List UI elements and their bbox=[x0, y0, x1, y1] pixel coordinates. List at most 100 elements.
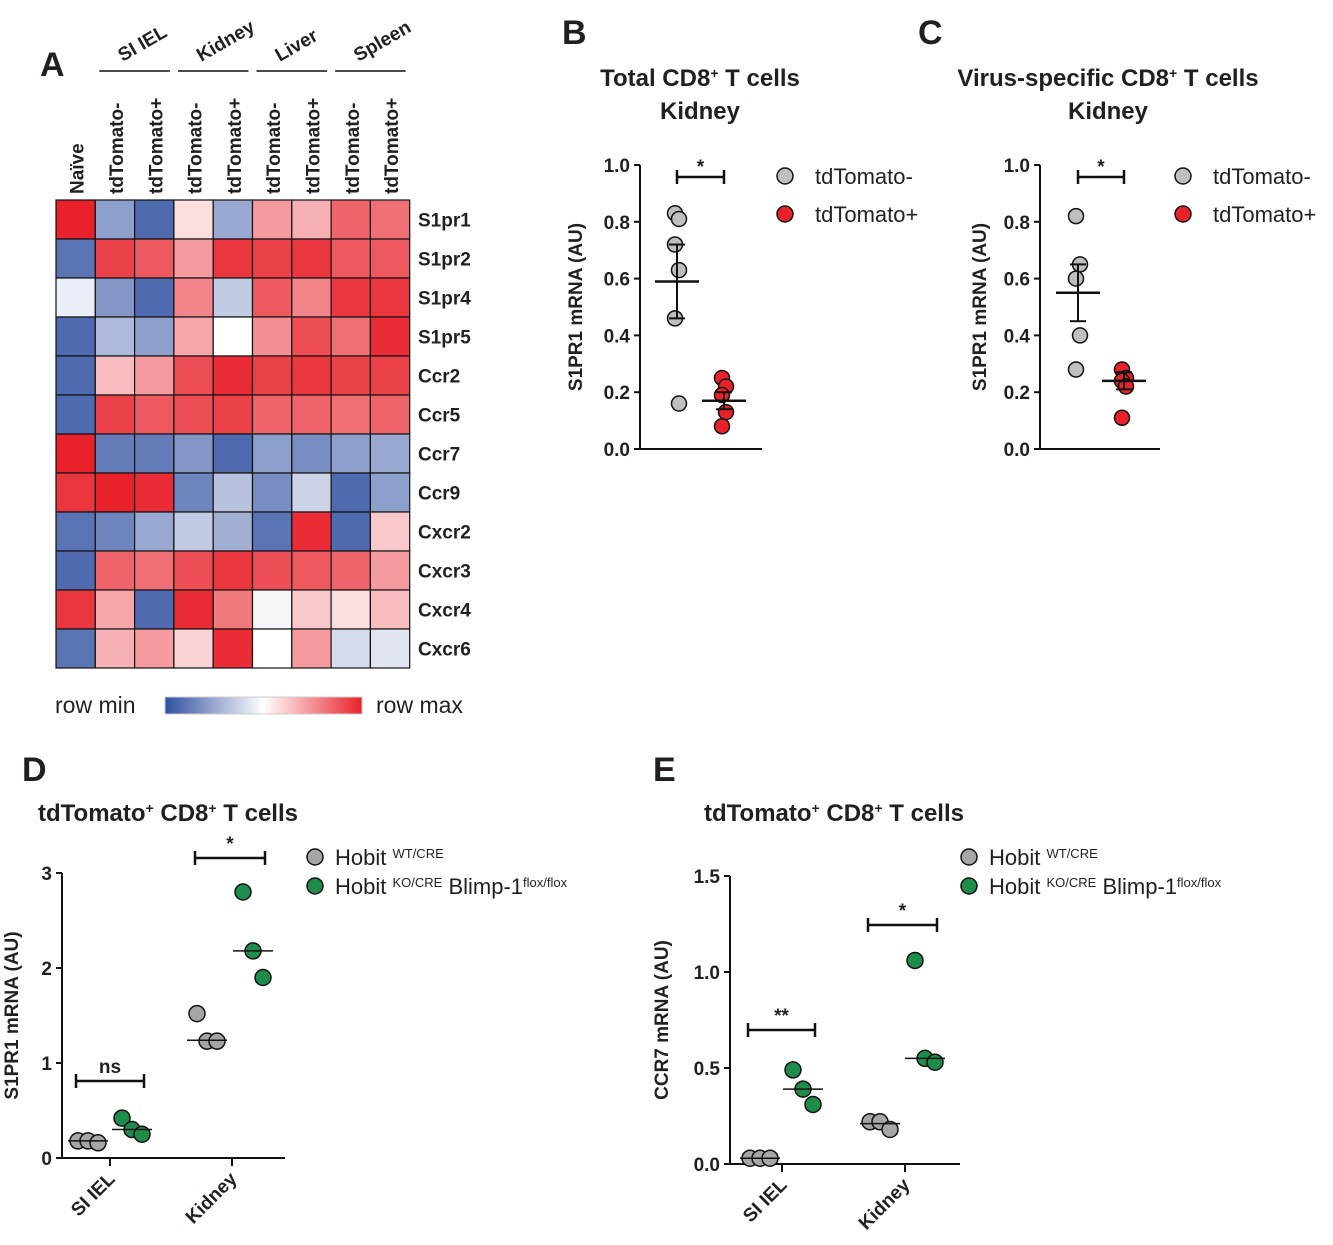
panel-b-scatter: B Total CD8+ T cells Kidney 0.0 0.2 0.4 0.6 0.8… bbox=[562, 14, 918, 461]
heatmap-cell bbox=[134, 277, 175, 318]
heatmap-cell bbox=[212, 199, 254, 240]
legend-marker bbox=[776, 167, 794, 185]
legend-marker bbox=[1174, 167, 1192, 185]
legend-label: Hobit KO/CRE Blimp-1flox/flox bbox=[335, 874, 568, 899]
heatmap-cell bbox=[55, 394, 96, 435]
heatmap-cell bbox=[330, 355, 372, 396]
heatmap-cell bbox=[94, 550, 136, 591]
y-tick-label: 0.0 bbox=[694, 1155, 720, 1176]
heatmap-cell bbox=[369, 394, 411, 435]
y-tick-label: 1.0 bbox=[694, 963, 720, 984]
panel-letter: D bbox=[22, 751, 47, 789]
chart-subtitle: Kidney bbox=[660, 98, 741, 125]
chart-title-part: T cells bbox=[1177, 65, 1258, 92]
heatmap-cell bbox=[134, 433, 175, 474]
legend-marker bbox=[1174, 205, 1192, 223]
y-tick-label: 0.4 bbox=[604, 326, 631, 347]
heatmap-cell bbox=[251, 394, 293, 435]
column-label: tdTomato+ bbox=[303, 98, 324, 194]
y-tick-label: 2 bbox=[41, 959, 52, 980]
legend-label: Hobit KO/CRE Blimp-1flox/flox bbox=[989, 874, 1222, 899]
data-point bbox=[670, 210, 688, 228]
legend-marker bbox=[960, 848, 978, 866]
y-tick-label: 0.2 bbox=[1004, 383, 1030, 404]
y-tick-label: 1.0 bbox=[604, 156, 630, 177]
heatmap-cell bbox=[291, 238, 332, 279]
chart-title-sup: + bbox=[812, 800, 820, 816]
legend-label-sup: KO/CRE bbox=[1046, 875, 1096, 890]
y-axis-label: S1PR1 mRNA (AU) bbox=[970, 223, 991, 391]
chart-title-sup: + bbox=[146, 800, 154, 816]
group-label: Spleen bbox=[350, 17, 414, 66]
significance-label: * bbox=[899, 901, 907, 922]
heatmap-cell bbox=[251, 472, 293, 513]
color-scale-bar bbox=[164, 696, 363, 715]
heatmap-cell bbox=[173, 394, 214, 435]
significance-label: * bbox=[697, 157, 705, 178]
heatmap-cell bbox=[369, 472, 411, 513]
y-tick-label: 0.2 bbox=[604, 383, 630, 404]
significance-label: * bbox=[226, 834, 234, 855]
data-point bbox=[188, 1004, 206, 1023]
y-tick-label: 0.8 bbox=[604, 213, 630, 234]
heatmap-cell bbox=[55, 628, 96, 669]
heatmap-cell bbox=[94, 277, 136, 318]
column-label: tdTomato- bbox=[343, 103, 364, 194]
data-point bbox=[234, 883, 252, 901]
legend-label-part: Hobit bbox=[989, 874, 1046, 899]
chart-title: Virus-specific CD8+ T cells bbox=[957, 65, 1258, 92]
data-point bbox=[881, 1120, 899, 1139]
significance-label: ** bbox=[774, 1006, 789, 1027]
chart-title-part: tdTomato bbox=[38, 800, 146, 827]
legend-label: tdTomato+ bbox=[815, 202, 918, 227]
heatmap-cell bbox=[369, 511, 411, 552]
chart-title-sup: + bbox=[710, 65, 718, 81]
y-axis-label: S1PR1 mRNA (AU) bbox=[566, 223, 587, 391]
panel-letter: E bbox=[653, 751, 676, 789]
chart-title-part: Total CD8 bbox=[600, 65, 710, 92]
heatmap-cell bbox=[173, 433, 214, 474]
heatmap-cell bbox=[212, 238, 254, 279]
heatmap-cell bbox=[55, 589, 96, 630]
y-tick-label: 0.4 bbox=[1004, 326, 1031, 347]
column-label: tdTomato+ bbox=[225, 98, 246, 194]
x-tick-label: Kidney bbox=[855, 1174, 915, 1234]
legend-label-part: Blimp-1 bbox=[1096, 874, 1177, 899]
row-label: S1pr4 bbox=[418, 289, 471, 310]
legend-marker bbox=[776, 205, 794, 223]
y-tick-label: 0.6 bbox=[1004, 270, 1030, 291]
heatmap-cell bbox=[94, 433, 136, 474]
x-tick-label: SI IEL bbox=[739, 1174, 791, 1226]
row-label: S1pr5 bbox=[418, 328, 471, 349]
column-label: Naïve bbox=[68, 143, 89, 194]
y-tick-label: 0.5 bbox=[694, 1059, 721, 1080]
heatmap-cell bbox=[251, 316, 293, 357]
heatmap-cell bbox=[94, 589, 136, 630]
data-point bbox=[89, 1134, 107, 1152]
heatmap-cell bbox=[173, 277, 214, 318]
heatmap-cell bbox=[291, 511, 332, 552]
heatmap-cell bbox=[173, 589, 214, 630]
data-point bbox=[1071, 327, 1089, 344]
group-label: SI IEL bbox=[115, 22, 172, 67]
panel-letter: B bbox=[562, 14, 587, 52]
heatmap-cell bbox=[291, 472, 332, 513]
heatmap-cell bbox=[330, 589, 372, 630]
chart-title-sup: + bbox=[1169, 65, 1177, 81]
legend-label-part: Hobit bbox=[989, 845, 1046, 870]
heatmap-cell bbox=[369, 628, 411, 669]
data-point bbox=[926, 1053, 944, 1071]
heatmap-cell bbox=[251, 511, 293, 552]
heatmap-cell bbox=[212, 472, 254, 513]
significance-label: * bbox=[1097, 157, 1105, 178]
heatmap-cell bbox=[212, 433, 254, 474]
heatmap-cell bbox=[173, 238, 214, 279]
y-tick-label: 0.0 bbox=[604, 440, 630, 461]
heatmap-cell bbox=[55, 472, 96, 513]
heatmap-cell bbox=[330, 316, 372, 357]
heatmap-cell bbox=[251, 433, 293, 474]
legend-label-part: Blimp-1 bbox=[442, 874, 523, 899]
